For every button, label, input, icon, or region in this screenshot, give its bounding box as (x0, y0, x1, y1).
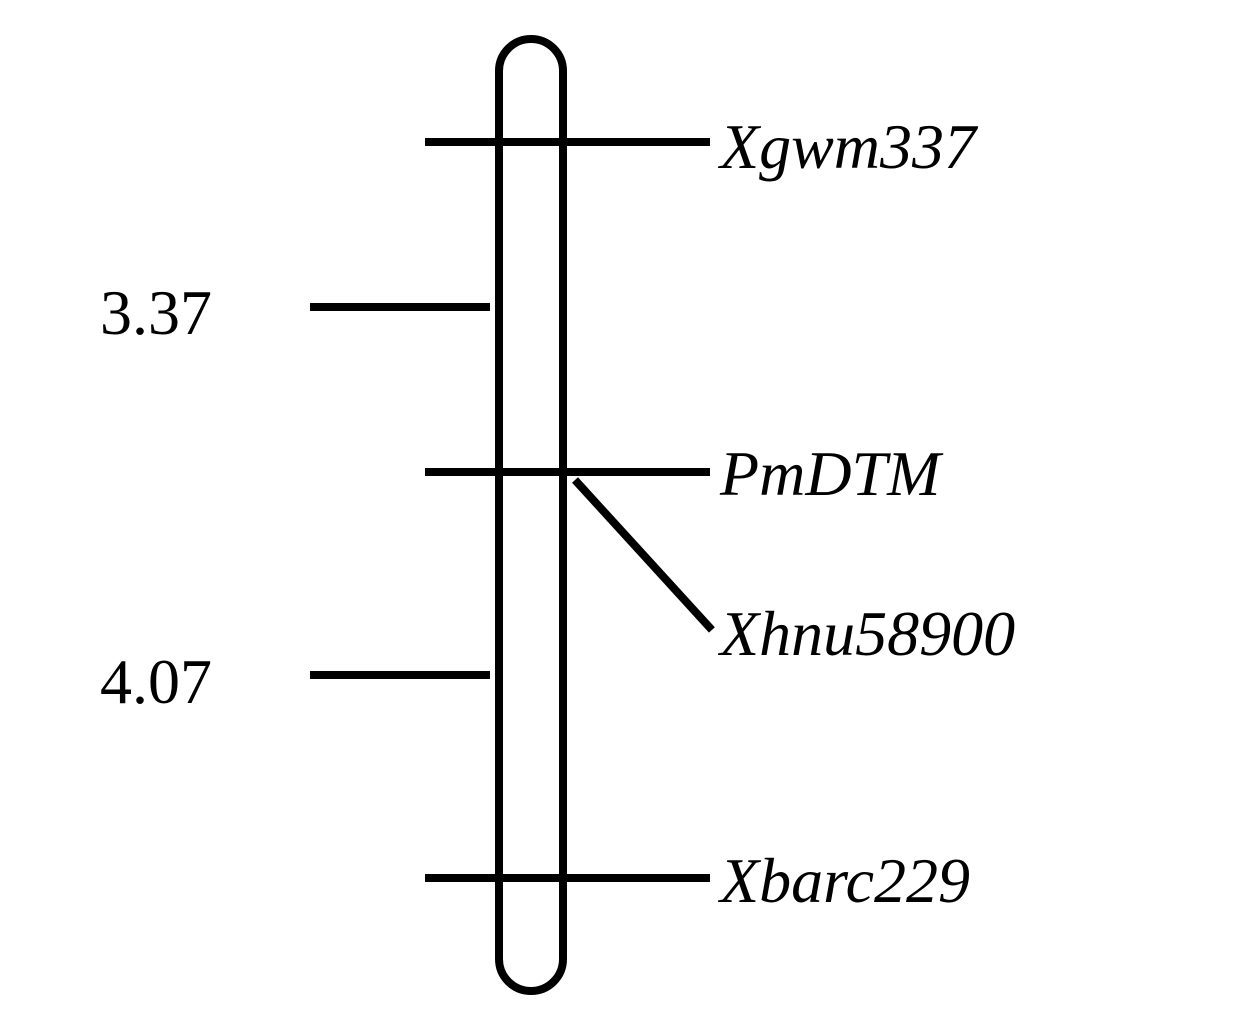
distance-tick-0 (310, 303, 490, 311)
chromosome-bar (495, 35, 567, 995)
marker-tick-PmDTM (425, 468, 710, 476)
genetic-map-diagram: Xgwm337 PmDTM Xhnu58900 Xbarc229 3.37 4.07 (0, 0, 1240, 1029)
marker-label-Xbarc229: Xbarc229 (720, 844, 970, 918)
marker-tick-Xbarc229 (425, 874, 710, 882)
distance-label-1: 4.07 (100, 645, 212, 719)
marker-diagonal-Xhnu58900 (572, 477, 715, 632)
marker-tick-Xgwm337 (425, 138, 710, 146)
marker-label-PmDTM: PmDTM (720, 437, 940, 511)
distance-label-0: 3.37 (100, 276, 212, 350)
marker-label-Xgwm337: Xgwm337 (720, 110, 976, 184)
distance-tick-1 (310, 671, 490, 679)
marker-label-Xhnu58900: Xhnu58900 (720, 597, 1015, 671)
